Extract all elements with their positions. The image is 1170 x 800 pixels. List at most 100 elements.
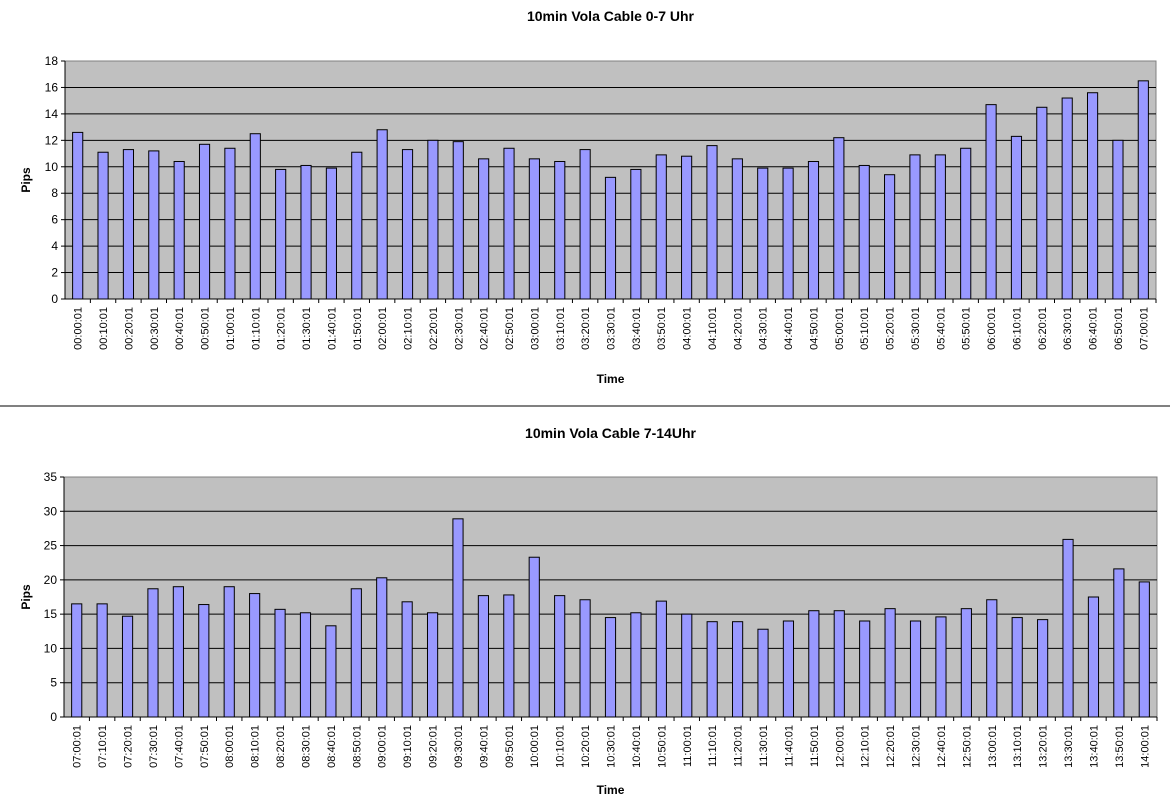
x-tick-label: 10:20:01 (580, 725, 592, 768)
y-axis-label: Pips (19, 584, 33, 610)
x-tick-label: 09:10:01 (402, 725, 414, 768)
x-tick-label: 06:10:01 (1011, 307, 1023, 350)
y-tick-label: 6 (51, 213, 58, 227)
x-tick-label: 03:10:01 (555, 307, 567, 350)
y-tick-label: 15 (44, 607, 58, 621)
bar (72, 131, 84, 300)
bar (655, 600, 667, 718)
x-tick-label: 00:50:01 (200, 307, 212, 350)
bar (275, 168, 287, 300)
bar (986, 599, 998, 718)
x-tick-label: 06:30:01 (1062, 307, 1074, 350)
x-tick-label: 10:50:01 (656, 725, 668, 768)
bar (554, 595, 566, 718)
chart-2: 10min Vola Cable 7-14Uhr 0 5 10 15 20 25 30 35 07… (19, 425, 1158, 797)
bar (1061, 97, 1073, 300)
x-tick-label: 10:00:01 (529, 725, 541, 768)
x-tick-label: 07:40:01 (173, 725, 185, 768)
x-axis-label: Time (597, 783, 625, 797)
bar (1011, 617, 1023, 718)
x-tick-label: 07:30:01 (148, 725, 160, 768)
bar (579, 149, 591, 300)
bar (681, 613, 693, 718)
bar (122, 149, 135, 300)
y-tick-label: 5 (50, 676, 57, 690)
bar (960, 147, 972, 300)
bar (1062, 538, 1074, 718)
x-tick-label: 03:20:01 (580, 307, 592, 350)
x-tick-label: 09:50:01 (504, 725, 516, 768)
x-tick-label: 02:10:01 (403, 307, 415, 350)
bar (249, 133, 261, 300)
bar (604, 176, 617, 300)
chart-title: 10min Vola Cable 7-14Uhr (525, 425, 696, 441)
x-tick-label: 03:40:01 (631, 307, 643, 350)
bar (1086, 92, 1099, 300)
bar (1137, 80, 1149, 300)
x-tick-label: 01:50:01 (352, 307, 364, 350)
y-tick-label: 4 (51, 239, 58, 253)
bar (528, 158, 540, 300)
x-tick-label: 07:00:01 (72, 725, 84, 768)
bar (452, 518, 464, 718)
bar (630, 612, 642, 718)
bar (960, 608, 972, 718)
bar (325, 625, 337, 718)
bar (198, 604, 210, 718)
x-tick-label: 03:30:01 (606, 307, 618, 350)
bar (782, 167, 794, 300)
y-tick-label: 25 (44, 539, 58, 553)
bar (503, 147, 515, 300)
bar (782, 620, 795, 718)
bar (731, 158, 743, 300)
y-tick-label: 12 (45, 133, 59, 147)
x-tick-label: 12:10:01 (860, 725, 872, 768)
x-tick-label: 08:50:01 (351, 725, 363, 768)
x-tick-label: 12:40:01 (936, 725, 948, 768)
bar (376, 129, 388, 300)
bar (909, 620, 922, 718)
x-tick-label: 09:30:01 (453, 725, 465, 768)
x-tick-label: 13:10:01 (1012, 725, 1024, 768)
bar (630, 168, 642, 300)
x-tick-label: 01:20:01 (276, 307, 288, 350)
bar (401, 601, 413, 718)
x-tick-label: 03:50:01 (656, 307, 668, 350)
x-tick-label: 05:50:01 (961, 307, 973, 350)
x-tick-label: 12:30:01 (911, 725, 923, 768)
y-tick-label: 35 (44, 470, 58, 484)
bar (148, 150, 160, 300)
x-tick-label: 05:00:01 (834, 307, 846, 350)
x-tick-label: 09:00:01 (377, 725, 389, 768)
x-tick-label: 06:00:01 (986, 307, 998, 350)
x-tick-label: 01:40:01 (326, 307, 338, 350)
bar (452, 141, 464, 300)
x-tick-label: 02:00:01 (377, 307, 389, 350)
bar (859, 620, 871, 718)
x-tick-label: 04:20:01 (732, 307, 744, 350)
y-tick-label: 0 (50, 710, 57, 724)
bar (401, 149, 414, 300)
x-tick-label: 11:20:01 (733, 725, 745, 767)
x-tick-label: 05:10:01 (859, 307, 871, 350)
x-tick-label: 05:40:01 (935, 307, 947, 350)
y-tick-label: 0 (51, 292, 58, 306)
bar (71, 603, 83, 718)
x-axis-label: Time (597, 372, 625, 386)
x-tick-label: 00:00:01 (73, 307, 85, 350)
x-tick-label: 14:00:01 (1139, 725, 1151, 768)
x-tick-label: 07:10:01 (97, 725, 109, 768)
bar (884, 174, 896, 300)
bar (681, 155, 693, 300)
bar (985, 104, 997, 300)
bar (96, 603, 108, 718)
x-tick-label: 13:30:01 (1063, 725, 1075, 768)
bar (706, 145, 718, 300)
bar (121, 615, 134, 718)
bar (274, 608, 286, 718)
bar (757, 628, 769, 718)
bar (909, 154, 921, 300)
x-tick-label: 06:20:01 (1037, 307, 1049, 350)
x-tick-label: 13:20:01 (1038, 725, 1050, 768)
chart-title: 10min Vola Cable 0-7 Uhr (527, 8, 695, 24)
